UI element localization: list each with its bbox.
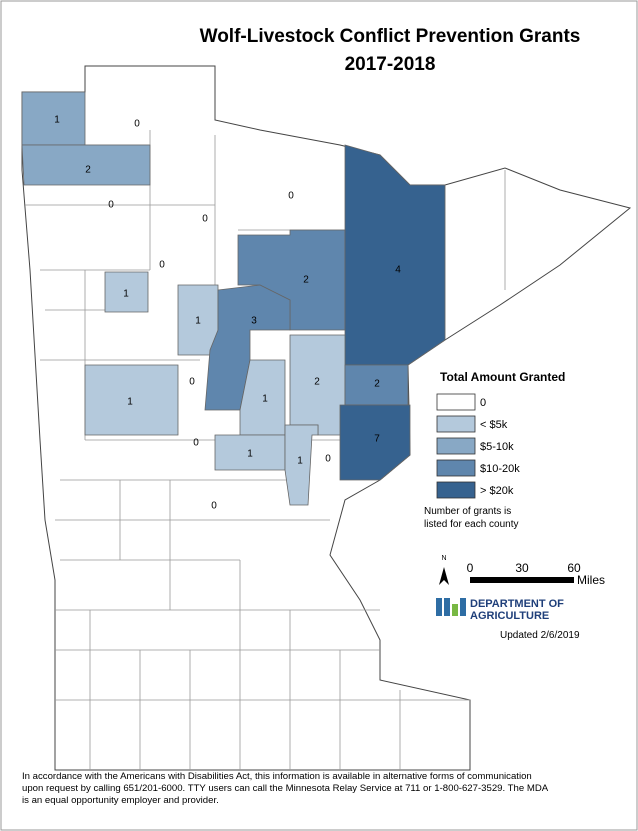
logo-text: DEPARTMENT OF [470,598,564,610]
legend-swatch [436,459,476,477]
logo-text: AGRICULTURE [470,610,549,622]
county [284,424,319,506]
scale-bar [470,577,574,583]
map-subtitle: 2017-2018 [345,54,436,75]
legend-label: $5-10k [480,441,514,453]
scale-tick-label: 60 [567,561,581,575]
county [21,144,151,186]
county-grant-count: 1 [247,449,253,460]
county-grant-count: 0 [211,501,217,512]
county-grant-count: 0 [159,260,165,271]
county-grant-count: 0 [325,454,331,465]
county-grant-count: 0 [202,214,208,225]
legend-note: Number of grants is [424,506,511,517]
county-grant-count: 1 [127,397,133,408]
map-title: Wolf-Livestock Conflict Prevention Grant… [200,26,581,47]
county-grant-count: 1 [195,316,201,327]
logo-mark [460,598,466,616]
county-grant-count: 0 [193,438,199,449]
legend-label: < $5k [480,419,508,431]
legend-swatch [436,393,476,411]
logo-mark [436,598,442,616]
county-grant-count: 2 [314,377,320,388]
legend-label: $10-20k [480,463,520,475]
footer-text: is an equal opportunity employer and pro… [22,795,219,806]
county-grant-count: 2 [374,379,380,390]
county-grant-count: 1 [123,289,129,300]
county-grant-count: 1 [262,394,268,405]
legend: Total Amount Granted Number of grants is… [424,370,565,530]
county-grant-count: 2 [303,275,309,286]
footer-text: In accordance with the Americans with Di… [22,771,532,782]
legend-note: listed for each county [424,519,519,530]
legend-swatch [436,415,476,433]
north-arrow [439,567,449,585]
county-grant-count: 1 [297,456,303,467]
legend-title: Total Amount Granted [440,370,565,384]
county [104,271,149,313]
footer-text: upon request by calling 651/201-6000. TT… [22,783,549,794]
logo-mark [444,598,450,616]
scale-unit: Miles [577,573,605,587]
county-grant-count: 1 [54,115,60,126]
logo: DEPARTMENT OF AGRICULTURE [436,598,564,622]
legend-swatch [436,481,476,499]
updated-date: Updated 2/6/2019 [500,630,580,641]
legend-label: > $20k [480,485,514,497]
county-grant-count: 7 [374,434,380,445]
legend-swatch [436,437,476,455]
county-grant-count: 0 [134,119,140,130]
county [84,364,179,436]
scale-tick-label: 0 [467,561,474,575]
county-grant-count: 0 [189,377,195,388]
county-grant-count: 0 [108,200,114,211]
county-grant-count: 0 [288,191,294,202]
logo-mark [452,604,458,616]
county [237,229,346,331]
scale-tick-label: 30 [515,561,529,575]
county-layer: 1 0 2 0 0 0 0 1 2 4 1 3 2 2 0 1 1 7 0 1 1 0 0 [21,65,632,771]
county [339,404,411,481]
legend-label: 0 [480,397,486,409]
county-grant-count: 4 [395,265,401,276]
north-label: N [441,555,446,562]
county-grant-count: 3 [251,316,257,327]
county-grant-count: 2 [85,165,91,176]
